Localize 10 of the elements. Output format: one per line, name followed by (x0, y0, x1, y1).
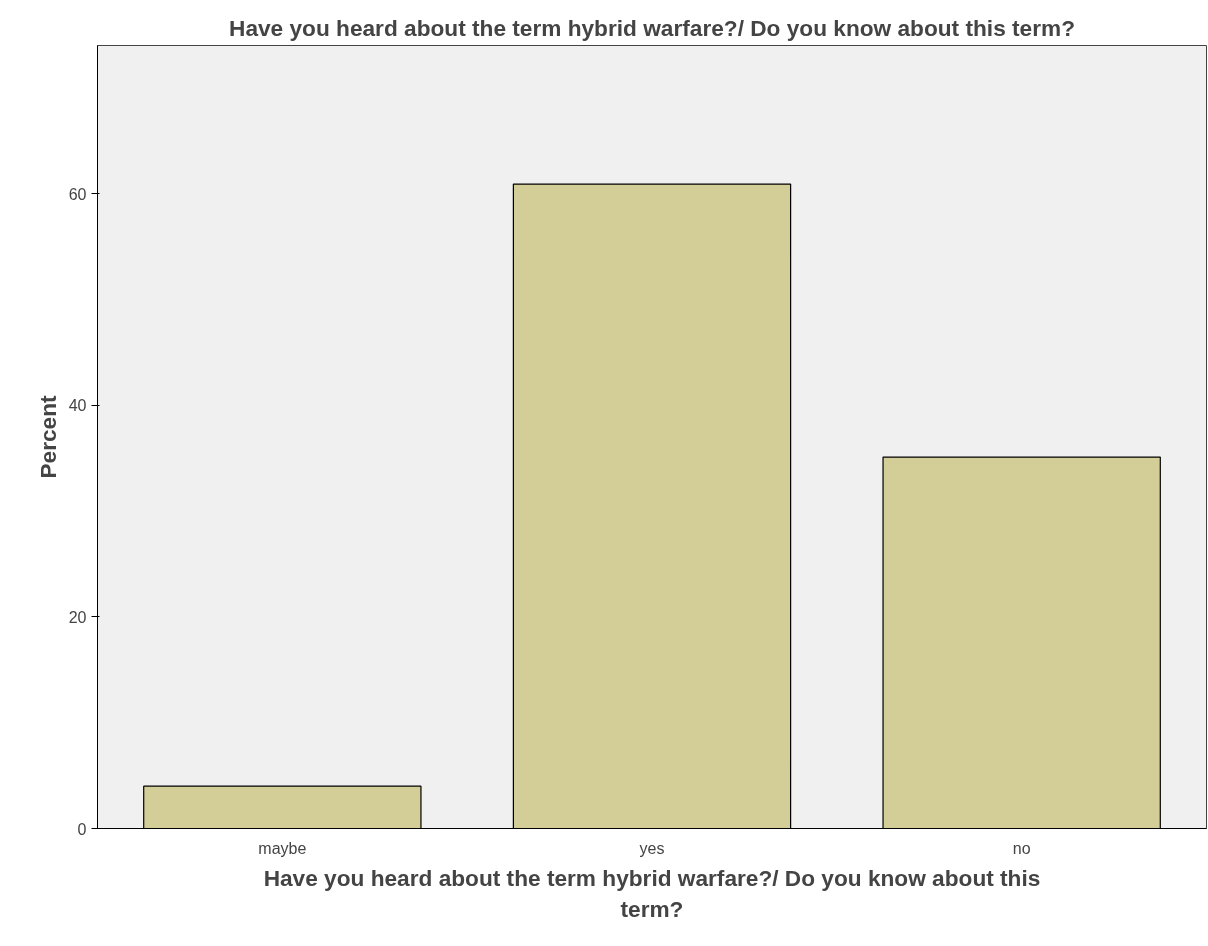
y-tick-label: 0 (77, 820, 87, 838)
x-tick-label: no (1012, 839, 1031, 857)
y-axis-title: Percent (34, 394, 61, 479)
chart-title: Have you heard about the term hybrid warfare?/ Do you know about this term? (229, 14, 1075, 41)
x-tick-label: maybe (258, 839, 307, 857)
y-tick-label: 20 (68, 608, 87, 626)
y-tick-label: 60 (68, 185, 87, 203)
x-tick-label: yes (639, 839, 665, 857)
x-axis-title: Have you heard about the term hybrid warfare?/ Do you know about this term? (263, 864, 1041, 922)
y-tick-label: 40 (68, 397, 87, 415)
